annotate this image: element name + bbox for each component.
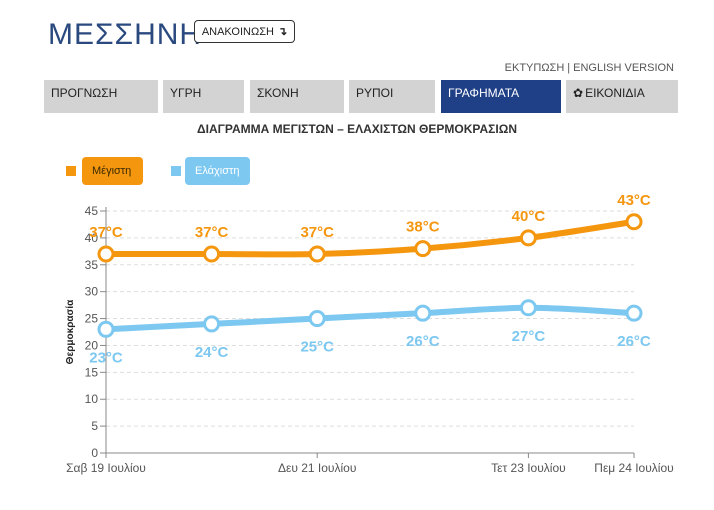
- data-label: 40°C: [512, 208, 546, 225]
- x-tick-label: Πεμ 24 Ιουλίου: [594, 461, 673, 475]
- data-label: 26°C: [406, 333, 440, 350]
- data-point: [414, 240, 432, 258]
- y-tick-label: 45: [85, 204, 99, 218]
- y-tick-label: 35: [85, 258, 99, 272]
- legend-item-min[interactable]: Ελάχιστη: [185, 157, 250, 185]
- tab-icons[interactable]: ✿ ΕΙΚΟΝΙΔΙΑ: [566, 80, 678, 113]
- series-line-1: [103, 304, 637, 333]
- gear-icon: ✿: [573, 86, 584, 100]
- page-title: ΜΕΣΣΗΝΗ: [48, 18, 203, 51]
- data-label: 38°C: [406, 219, 440, 236]
- tab-dust[interactable]: ΣΚΟΝΗ: [250, 80, 344, 113]
- tab-label: ΓΡΑΦΗΜΑΤΑ: [448, 86, 520, 100]
- arrow-down-icon: ↴: [277, 26, 288, 38]
- y-tick-label: 40: [85, 231, 99, 245]
- chart-title: ΔΙΑΓΡΑΜΜΑ ΜΕΓΙΣΤΩΝ – ΕΛΑΧΙΣΤΩΝ ΘΕΡΜΟΚΡΑΣ…: [197, 122, 517, 136]
- top-links: ΕΚΤΥΠΩΣΗ | ENGLISH VERSION: [505, 62, 674, 74]
- x-tick-label: Τετ 23 Ιουλίου: [491, 461, 566, 475]
- legend-item-max[interactable]: Μέγιστη: [82, 157, 143, 185]
- data-point: [203, 315, 221, 333]
- data-point: [308, 245, 326, 263]
- data-label: 37°C: [300, 224, 334, 241]
- data-point: [308, 310, 326, 328]
- tab-charts[interactable]: ΓΡΑΦΗΜΑΤΑ: [441, 80, 561, 113]
- y-tick-label: 10: [85, 392, 99, 406]
- tab-label: ΣΚΟΝΗ: [257, 86, 299, 100]
- data-label: 26°C: [617, 333, 651, 350]
- tab-label: ΥΓΡΗ: [170, 86, 202, 100]
- legend-label: Μέγιστη: [92, 165, 132, 177]
- x-tick-label: Δευ 21 Ιουλίου: [278, 461, 356, 475]
- data-point: [625, 213, 643, 231]
- tab-forecast[interactable]: ΠΡΟΓΝΩΣΗ: [44, 80, 158, 113]
- y-tick-label: 0: [91, 446, 98, 460]
- tab-label: ΡΥΠΟΙ: [356, 86, 394, 100]
- legend-swatch-min: [171, 166, 181, 176]
- data-point: [97, 245, 115, 263]
- data-label: 37°C: [195, 224, 229, 241]
- print-link[interactable]: ΕΚΤΥΠΩΣΗ: [504, 62, 565, 74]
- data-label: 23°C: [89, 349, 123, 366]
- y-tick-label: 30: [85, 285, 99, 299]
- announcement-button[interactable]: ΑΝΑΚΟΙΝΩΣΗ ↴: [194, 20, 295, 43]
- announcement-label: ΑΝΑΚΟΙΝΩΣΗ: [201, 25, 274, 38]
- data-point: [97, 320, 115, 338]
- data-label: 43°C: [617, 192, 651, 209]
- data-label: 27°C: [512, 328, 546, 345]
- legend-swatch-max: [66, 166, 76, 176]
- y-tick-label: 20: [85, 338, 99, 352]
- y-tick-label: 5: [91, 419, 98, 433]
- data-point: [625, 304, 643, 322]
- data-point: [203, 245, 221, 263]
- english-version-link[interactable]: ENGLISH VERSION: [573, 62, 674, 74]
- data-label: 37°C: [89, 224, 123, 241]
- data-point: [414, 304, 432, 322]
- data-point: [519, 299, 537, 317]
- x-tick-label: Σαβ 19 Ιουλίου: [66, 461, 146, 475]
- data-label: 25°C: [300, 339, 334, 356]
- data-label: 24°C: [195, 344, 229, 361]
- tab-pollutants[interactable]: ΡΥΠΟΙ: [349, 80, 435, 113]
- legend-label: Ελάχιστη: [195, 165, 240, 177]
- tab-label: ΠΡΟΓΝΩΣΗ: [51, 86, 118, 100]
- y-tick-label: 15: [85, 365, 99, 379]
- data-point: [519, 229, 537, 247]
- link-separator: |: [567, 62, 571, 74]
- tab-humidity[interactable]: ΥΓΡΗ: [163, 80, 244, 113]
- y-axis-label: Θερμοκρασία: [65, 299, 76, 364]
- series-line-0: [103, 218, 637, 258]
- tab-label: ΕΙΚΟΝΙΔΙΑ: [585, 86, 645, 100]
- y-tick-label: 25: [85, 312, 99, 326]
